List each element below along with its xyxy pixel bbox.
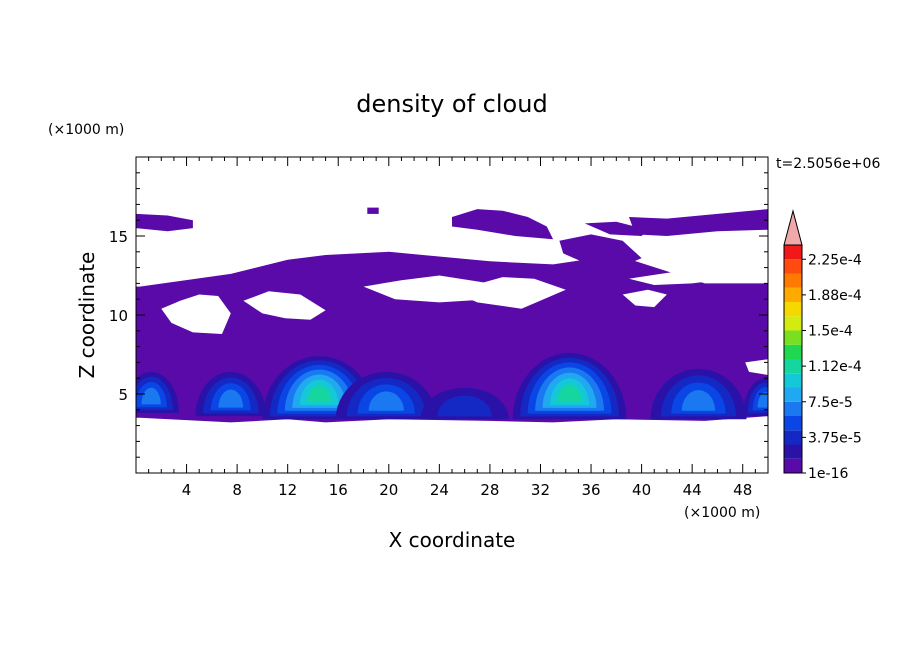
time-label: t=2.5056e+06 [776,156,880,172]
x-tick-label: 32 [531,481,550,499]
x-tick-label: 4 [182,481,192,499]
convective-contour [437,395,492,417]
convective-contour [368,391,404,411]
colorbar-segment [784,330,802,345]
colorbar-label: 3.75e-5 [808,430,862,446]
convective-contour [218,389,244,408]
colorbar-label: 1e-16 [808,466,848,482]
colorbar-segment [784,259,802,274]
colorbar-extend-arrow [783,209,803,246]
colorbar-frame [783,244,803,474]
colorbar-segment [784,387,802,402]
clear-air-patch [452,277,566,309]
upper-cloud-patch [136,213,193,232]
x-tick-label: 36 [581,481,600,499]
x-tick-label: 44 [683,481,702,499]
y-axis-label: Z coordinate [75,252,99,379]
colorbar-label: 7.5e-5 [808,395,853,411]
colorbar-segment [784,245,802,260]
y-tick-label: 10 [109,307,128,325]
colorbar-label: 1.12e-4 [808,359,862,375]
x-tick-label: 12 [278,481,297,499]
y-tick-label: 15 [109,228,128,246]
colorbar-segment [784,316,802,331]
cloud-density-field [136,207,768,423]
chart-title: density of cloud [356,90,547,118]
colorbar-segment [784,444,802,459]
colorbar-segment [784,344,802,359]
x-tick-label: 20 [379,481,398,499]
colorbar-segment [784,273,802,288]
clear-air-patch [622,289,667,308]
colorbar-segment [784,287,802,302]
colorbar-segment [784,302,802,317]
colorbar-segment [784,359,802,374]
x-tick-label: 8 [232,481,242,499]
convective-contour [557,384,582,403]
colorbar-label: 1.88e-4 [808,288,862,304]
colorbar-label: 2.25e-4 [808,252,862,268]
x-tick-label: 28 [480,481,499,499]
clear-air-patch [745,359,768,375]
upper-cloud-patch [584,221,648,236]
colorbar: 1e-16 3.75e-5 7.5e-5 1.12e-4 1.5e-4 1.88e-4 2.… [783,209,862,482]
x-tick-label: 48 [733,481,752,499]
upper-cloud-patch [452,209,554,240]
x-unit-label: (×1000 m) [684,505,760,521]
x-tick-label: 24 [430,481,449,499]
colorbar-segment [784,401,802,416]
convective-contour [681,390,716,411]
upper-cloud-patch [629,209,768,236]
y-tick-label: 5 [118,386,128,404]
clear-air-patch [629,269,718,285]
convective-contour [307,385,332,403]
upper-cloud-patch [367,207,379,214]
colorbar-label: 1.5e-4 [808,324,853,340]
colorbar-segment [784,373,802,388]
upper-cloud-patch [559,234,642,270]
colorbar-segment [784,430,802,445]
convective-contour [757,392,768,408]
clear-air-patch [243,291,326,320]
colorbar-segment [784,416,802,431]
clear-air-patch [161,294,231,334]
x-axis-label: X coordinate [389,528,516,552]
x-tick-label: 40 [632,481,651,499]
x-tick-label: 16 [329,481,348,499]
colorbar-segment [784,458,802,473]
convective-contour [141,387,161,405]
y-unit-label: (×1000 m) [48,122,124,138]
